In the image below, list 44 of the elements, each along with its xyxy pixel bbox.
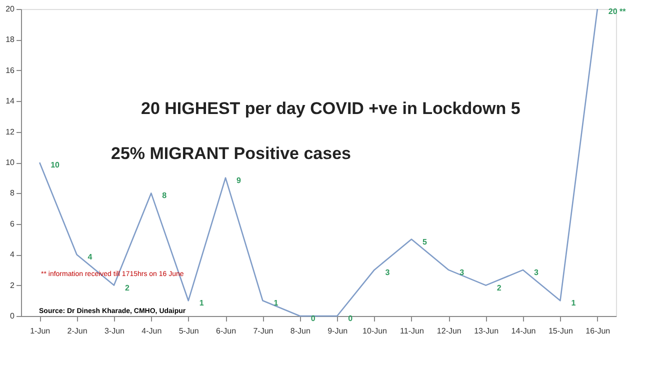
data-label: 5 <box>422 237 428 246</box>
x-tick-label: 1-Jun <box>30 326 50 336</box>
data-label: 2 <box>496 283 502 292</box>
x-tick-label: 14-Jun <box>511 326 536 336</box>
data-label: 8 <box>162 191 168 200</box>
x-tick-label: 9-Jun <box>328 326 348 336</box>
x-tick-label: 13-Jun <box>474 326 499 336</box>
x-tick-label: 11-Jun <box>400 326 424 336</box>
line-series <box>38 8 598 317</box>
x-tick-label: 7-Jun <box>253 326 274 336</box>
data-label: 9 <box>236 176 242 185</box>
data-label: 2 <box>124 283 130 292</box>
data-label: 1 <box>571 298 576 308</box>
y-tick-label: 20 <box>6 4 16 14</box>
data-label: 3 <box>385 268 390 277</box>
y-tick-label: 12 <box>6 127 16 136</box>
y-tick-label: 10 <box>6 158 16 167</box>
x-tick-label: 5-Jun <box>178 326 199 336</box>
y-tick-label: 14 <box>6 96 16 106</box>
y-tick-label: 8 <box>10 188 16 198</box>
data-label: 10 <box>50 160 60 170</box>
x-tick-label: 10-Jun <box>362 326 388 336</box>
annotation: 25% MIGRANT Positive cases <box>111 144 351 163</box>
data-label: 4 <box>88 252 93 262</box>
x-tick-label: 6-Jun <box>216 326 236 336</box>
y-tick-label: 16 <box>6 66 16 75</box>
data-label: 1 <box>274 298 279 308</box>
y-tick-label: 0 <box>10 312 16 320</box>
x-tick-label: 3-Jun <box>104 326 124 336</box>
x-tick-label: 16-Jun <box>586 326 610 336</box>
x-tick-label: 8-Jun <box>290 326 310 336</box>
data-label: 3 <box>460 268 465 277</box>
y-tick-label: 18 <box>6 35 16 44</box>
y-tick-label: 2 <box>10 280 16 290</box>
data-label: 1 <box>199 298 204 308</box>
x-tick-label: 2-Jun <box>67 326 88 336</box>
data-label: 20 ** <box>608 7 627 16</box>
x-tick-label: 4-Jun <box>142 326 162 336</box>
annotation: 20 HIGHEST per day COVID +ve in Lockdown 5 <box>141 99 520 118</box>
x-tick-label: 12-Jun <box>436 326 462 336</box>
y-tick-label: 4 <box>10 250 16 260</box>
data-label: 3 <box>534 268 540 277</box>
y-tick-label: 6 <box>10 219 16 228</box>
x-tick-label: 15-Jun <box>548 326 573 336</box>
